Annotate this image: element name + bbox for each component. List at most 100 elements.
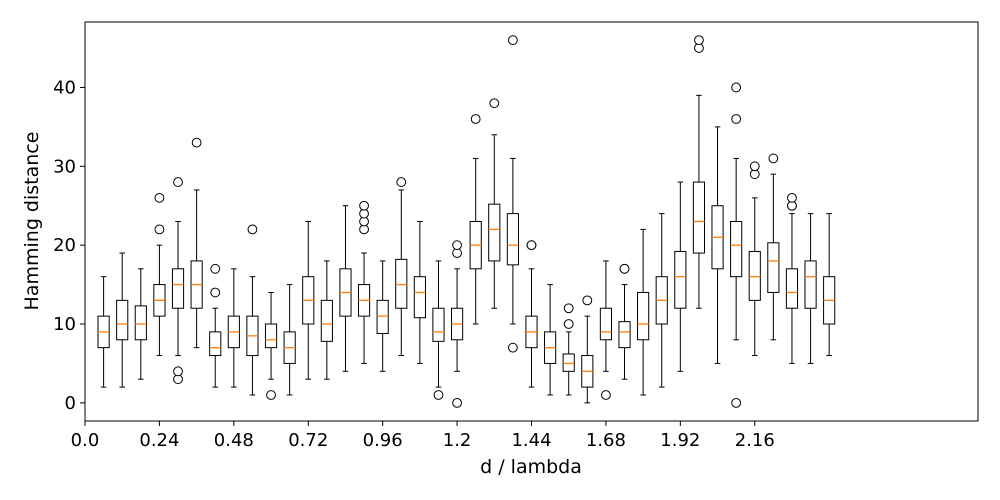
- outlier-point: [173, 177, 183, 187]
- y-tick-label: 0: [65, 393, 76, 414]
- x-tick-label: 1.92: [660, 430, 700, 451]
- box: [506, 213, 519, 266]
- box-plot-item: [209, 263, 222, 388]
- box-plot-item: [506, 35, 519, 353]
- outlier-point: [731, 397, 742, 408]
- box-plot-item: [264, 291, 278, 400]
- box-plot-item: [599, 260, 612, 400]
- outlier-point: [247, 224, 258, 235]
- box-plot-item: [283, 284, 296, 396]
- outlier-point: [563, 319, 574, 329]
- box-plot-item: [525, 240, 538, 388]
- box: [376, 299, 389, 334]
- x-tick-label: 0.72: [288, 430, 328, 451]
- box: [692, 181, 706, 254]
- box-plot-item: [581, 295, 594, 404]
- box-plot-item: [562, 303, 575, 396]
- x-tick-label: 1.2: [443, 430, 472, 451]
- outlier-point: [210, 263, 221, 274]
- box: [637, 291, 650, 341]
- x-tick-label: 2.16: [735, 430, 775, 451]
- box: [488, 203, 501, 262]
- outlier-point: [507, 342, 518, 353]
- box-plot-item: [97, 276, 110, 388]
- box: [562, 353, 575, 372]
- box-plot-item: [748, 161, 761, 357]
- box-plot-item: [544, 284, 557, 396]
- y-tick-label: 30: [53, 156, 76, 177]
- y-tick-label: 40: [53, 77, 76, 98]
- box-plot-item: [246, 224, 259, 396]
- outlier-point: [582, 295, 593, 306]
- box: [785, 268, 799, 309]
- outlier-point: [154, 224, 165, 235]
- box-plot-item: [376, 260, 389, 372]
- box-plot-item: [451, 240, 464, 408]
- outlier-point: [470, 114, 481, 124]
- outlier-point: [266, 390, 276, 400]
- box-plot-item: [134, 268, 147, 380]
- x-tick-label: 1.44: [511, 430, 551, 451]
- x-tick-label: 0.96: [363, 430, 403, 451]
- outlier-point: [396, 177, 407, 187]
- box-plot-item: [302, 221, 315, 380]
- outlier-point: [787, 192, 797, 203]
- outlier-point: [452, 240, 462, 251]
- x-tick-label: 0.48: [214, 430, 254, 451]
- outlier-point: [507, 35, 518, 46]
- x-axis-label: d / lambda: [480, 456, 582, 478]
- outlier-point: [694, 35, 704, 46]
- box-plot-item: [153, 192, 166, 357]
- outlier-point: [452, 397, 462, 408]
- y-tick-label: 20: [53, 235, 76, 256]
- x-tick-label: 0.0: [71, 430, 100, 451]
- outlier-point: [731, 114, 742, 124]
- box: [264, 323, 278, 349]
- box: [618, 321, 631, 349]
- outlier-point: [731, 82, 742, 93]
- box-series: [97, 35, 836, 408]
- box: [767, 242, 780, 293]
- box: [413, 276, 426, 319]
- outlier-point: [173, 366, 183, 377]
- box: [209, 331, 222, 357]
- box-plot-item: [395, 177, 408, 357]
- box: [730, 221, 743, 278]
- outlier-point: [768, 153, 779, 164]
- box: [599, 307, 612, 341]
- outlier-point: [191, 137, 202, 148]
- outlier-point: [601, 390, 611, 400]
- box-plot-item: [618, 263, 631, 380]
- box-plot-item: [823, 213, 836, 357]
- box-plot-item: [339, 205, 352, 372]
- outlier-point: [489, 98, 500, 109]
- box-plot-item: [488, 98, 501, 309]
- box-plot-item: [730, 82, 743, 408]
- box-plot-item: [692, 35, 706, 309]
- box: [432, 307, 445, 342]
- box-plot-item: [637, 228, 650, 396]
- box-plot-item: [116, 252, 129, 388]
- box-plot-item: [804, 213, 817, 364]
- box: [674, 250, 687, 309]
- box-plot-item: [227, 268, 240, 388]
- box: [748, 250, 761, 301]
- box-plot-item: [413, 221, 426, 364]
- box-plot-item: [674, 181, 687, 372]
- box-plot-item: [357, 200, 371, 364]
- box-plot-item: [785, 192, 799, 364]
- box: [116, 299, 129, 341]
- outlier-point: [619, 263, 630, 274]
- box: [171, 268, 185, 309]
- plot-frame: [84, 21, 979, 422]
- box-plot-item: [767, 153, 780, 341]
- outlier-point: [563, 303, 574, 314]
- box-plot-item: [320, 260, 333, 380]
- x-tick-label: 1.68: [586, 430, 626, 451]
- box-plot-item: [171, 177, 185, 385]
- y-tick-label: 10: [53, 314, 76, 335]
- box-plot-item: [711, 126, 724, 364]
- box: [395, 258, 408, 309]
- outlier-point: [433, 390, 444, 400]
